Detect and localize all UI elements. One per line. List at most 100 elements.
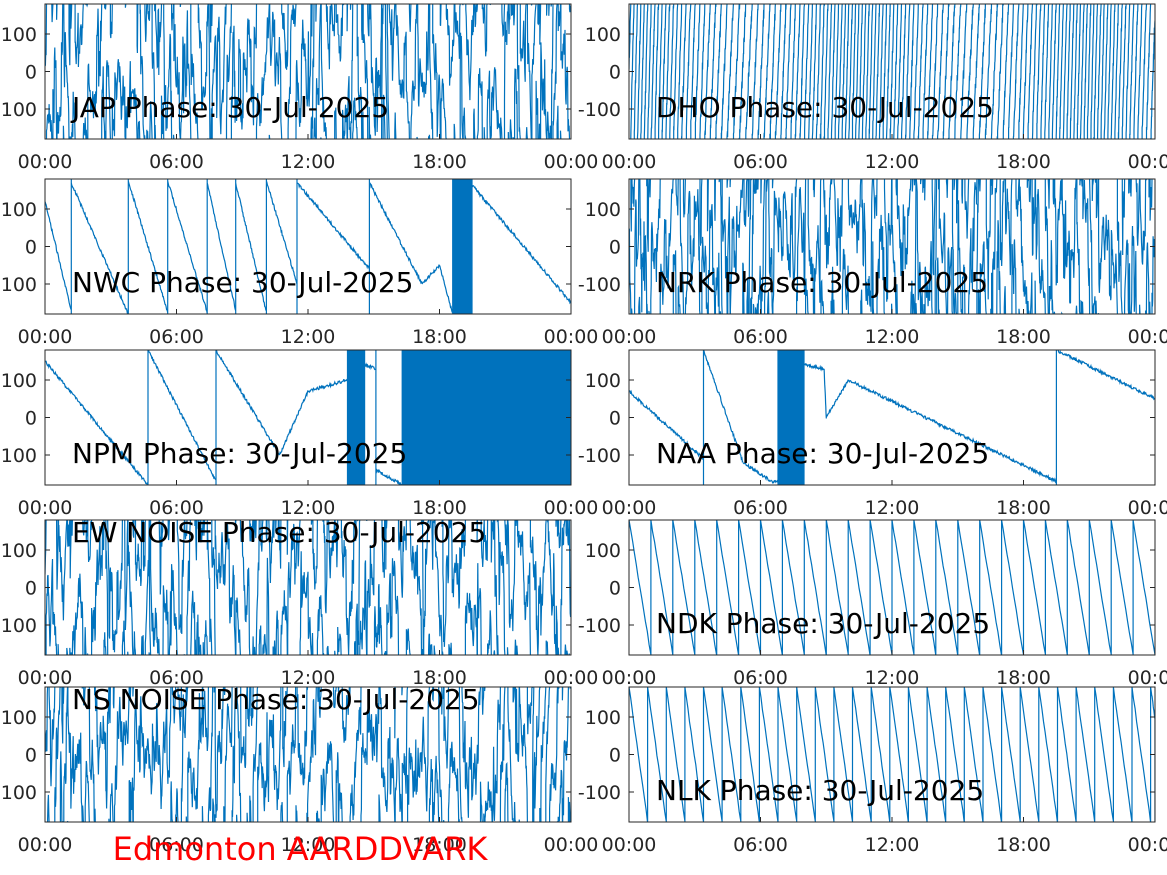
phase-series-line	[45, 350, 571, 485]
x-tick-label: 00:00	[18, 326, 73, 348]
y-tick-label: 0	[25, 237, 37, 259]
x-tick-label: 00:00	[602, 834, 657, 856]
x-tick-label: 12:00	[865, 151, 920, 173]
y-tick-label: 0	[609, 62, 621, 84]
x-tick-label: 00:00	[1128, 326, 1167, 348]
y-tick-label: 0	[25, 745, 37, 767]
y-tick-label: 100	[585, 24, 621, 46]
x-tick-label: 00:00	[544, 834, 599, 856]
x-tick-label: 06:00	[733, 834, 788, 856]
y-tick-label: 100	[585, 540, 621, 562]
x-tick-label: 00:00	[18, 151, 73, 173]
panel-title: NAA Phase: 30-Jul-2025	[656, 437, 989, 470]
y-tick-label: -100	[0, 782, 37, 804]
x-tick-label: 18:00	[996, 151, 1051, 173]
y-tick-label: 100	[1, 370, 37, 392]
y-tick-label: -100	[578, 99, 621, 121]
x-tick-label: 00:00	[602, 667, 657, 689]
y-tick-label: -100	[0, 445, 37, 467]
phase-series-line	[45, 520, 571, 655]
x-tick-label: 00:00	[602, 151, 657, 173]
x-tick-label: 18:00	[996, 326, 1051, 348]
x-tick-label: 06:00	[733, 151, 788, 173]
x-tick-label: 00:00	[1128, 667, 1167, 689]
x-tick-label: 12:00	[865, 834, 920, 856]
phase-series-line	[629, 4, 1155, 139]
x-tick-label: 00:00	[1128, 151, 1167, 173]
y-tick-label: 0	[25, 408, 37, 430]
x-tick-label: 12:00	[865, 497, 920, 519]
panels-container: 100 0 -100 00:00 06:00 12:00 18:00 00:00 JAP Pha…	[0, 3, 1167, 856]
x-tick-label: 06:00	[149, 326, 204, 348]
x-tick-label: 12:00	[281, 326, 336, 348]
phase-panel: 100 0 -100 00:00 06:00 12:00 18:00 00:00 NS NOIS…	[0, 683, 598, 856]
y-tick-label: 100	[585, 370, 621, 392]
phase-panel: 100 0 -100 00:00 06:00 12:00 18:00 00:00 NLK Pha…	[578, 686, 1167, 856]
y-tick-label: -100	[578, 274, 621, 296]
phase-panel: 100 0 -100 00:00 06:00 12:00 18:00 00:00 NWC Pha…	[0, 178, 599, 348]
panel-title: JAP Phase: 30-Jul-2025	[70, 91, 389, 124]
y-tick-label: 0	[609, 237, 621, 259]
phase-series-line	[629, 350, 1155, 485]
x-tick-label: 00:00	[544, 667, 599, 689]
y-tick-label: 100	[585, 707, 621, 729]
x-tick-label: 06:00	[149, 667, 204, 689]
panel-title: NWC Phase: 30-Jul-2025	[72, 266, 413, 299]
x-tick-label: 00:00	[544, 326, 599, 348]
x-tick-label: 00:00	[18, 497, 73, 519]
x-tick-label: 18:00	[412, 497, 467, 519]
phase-panel: 100 0 -100 00:00 06:00 12:00 18:00 00:00 NAA Pha…	[578, 349, 1167, 519]
panel-title: EW NOISE Phase: 30-Jul-2025	[72, 516, 486, 549]
y-tick-label: 100	[1, 707, 37, 729]
phase-panel: 100 0 -100 00:00 06:00 12:00 18:00 00:00 NDK Pha…	[578, 519, 1167, 689]
y-tick-label: 0	[25, 62, 37, 84]
x-tick-label: 12:00	[281, 667, 336, 689]
panel-title: NRK Phase: 30-Jul-2025	[656, 266, 988, 299]
y-tick-label: -100	[578, 445, 621, 467]
phase-panel: 100 0 -100 00:00 06:00 12:00 18:00 00:00 JAP Pha…	[0, 3, 599, 173]
x-tick-label: 06:00	[733, 497, 788, 519]
y-tick-label: -100	[0, 615, 37, 637]
x-tick-label: 00:00	[18, 667, 73, 689]
panel-title: NPM Phase: 30-Jul-2025	[72, 437, 407, 470]
phase-panel: 100 0 -100 00:00 06:00 12:00 18:00 00:00 NRK Pha…	[578, 178, 1167, 348]
y-tick-label: 100	[1, 24, 37, 46]
panel-title: DHO Phase: 30-Jul-2025	[656, 91, 994, 124]
x-tick-label: 00:00	[18, 834, 73, 856]
panel-title: NLK Phase: 30-Jul-2025	[656, 774, 984, 807]
y-tick-label: 100	[1, 199, 37, 221]
x-tick-label: 18:00	[996, 834, 1051, 856]
panel-title: NDK Phase: 30-Jul-2025	[656, 607, 990, 640]
phase-panel: 100 0 -100 00:00 06:00 12:00 18:00 00:00 DHO Pha…	[578, 3, 1167, 173]
x-tick-label: 12:00	[281, 497, 336, 519]
x-tick-label: 06:00	[733, 667, 788, 689]
footer-label: Edmonton AARDDVARK	[113, 830, 489, 868]
phase-series-line	[629, 687, 1155, 822]
y-tick-label: 0	[609, 745, 621, 767]
y-tick-label: -100	[578, 782, 621, 804]
x-tick-label: 00:00	[1128, 497, 1167, 519]
y-tick-label: -100	[0, 99, 37, 121]
x-tick-label: 00:00	[544, 151, 599, 173]
y-tick-label: -100	[578, 615, 621, 637]
phase-panel: 100 0 -100 00:00 06:00 12:00 18:00 00:00 EW NOIS…	[0, 516, 598, 689]
x-tick-label: 12:00	[281, 834, 336, 856]
phase-series-line	[45, 4, 571, 139]
x-tick-label: 18:00	[412, 326, 467, 348]
x-tick-label: 00:00	[602, 497, 657, 519]
x-tick-label: 00:00	[1128, 834, 1167, 856]
x-tick-label: 00:00	[544, 497, 599, 519]
y-tick-label: -100	[0, 274, 37, 296]
y-tick-label: 100	[1, 540, 37, 562]
x-tick-label: 18:00	[996, 667, 1051, 689]
x-tick-label: 06:00	[149, 497, 204, 519]
y-tick-label: 0	[609, 408, 621, 430]
phase-series-line	[629, 520, 1155, 655]
y-tick-label: 0	[609, 578, 621, 600]
x-tick-label: 00:00	[602, 326, 657, 348]
x-tick-label: 12:00	[865, 667, 920, 689]
y-tick-label: 0	[25, 578, 37, 600]
x-tick-label: 18:00	[412, 667, 467, 689]
